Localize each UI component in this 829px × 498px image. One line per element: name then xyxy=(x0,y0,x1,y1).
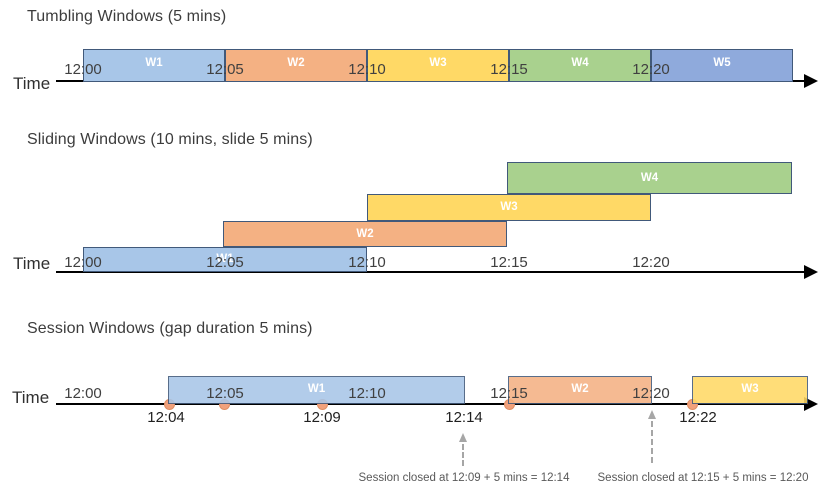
tick-label: 12:15 xyxy=(490,254,528,271)
tick-label: 12:10 xyxy=(348,254,386,271)
window-label: W2 xyxy=(287,57,305,69)
sliding-window-w3: W3 xyxy=(367,194,651,221)
arrow-head xyxy=(459,433,467,442)
session-section-title: Session Windows (gap duration 5 mins) xyxy=(27,320,313,337)
tick-label: 12:05 xyxy=(206,61,244,78)
sliding-window-w2: W2 xyxy=(223,221,507,247)
tick-label: 12:15 xyxy=(490,61,528,78)
event-time-label: 12:09 xyxy=(303,409,341,426)
tick-label: 12:00 xyxy=(64,254,102,271)
tumbling-section-title: Tumbling Windows (5 mins) xyxy=(27,8,227,25)
session-close-arrow-icon xyxy=(647,410,657,463)
sliding-axis-line xyxy=(56,271,810,273)
close-time-label: 12:14 xyxy=(445,409,483,426)
tick-label: 12:10 xyxy=(348,61,386,78)
window-label: W4 xyxy=(571,57,589,69)
tick-label: 12:15 xyxy=(490,385,528,402)
sliding-axis-arrowhead-icon xyxy=(804,265,818,279)
tick-label: 12:20 xyxy=(632,385,670,402)
sliding-time-axis-label: Time xyxy=(13,254,51,273)
tick-label: 12:10 xyxy=(348,385,386,402)
session-close-note: Session closed at 12:09 + 5 mins = 12:14 xyxy=(358,472,570,484)
arrow-head xyxy=(648,410,656,419)
session-window-w2: W2 xyxy=(508,376,652,404)
window-label: W1 xyxy=(307,383,326,395)
window-label: W5 xyxy=(713,57,731,69)
tick-label: 12:00 xyxy=(64,61,102,78)
session-close-note: Session closed at 12:15 + 5 mins = 12:20 xyxy=(597,472,809,484)
sliding-section-title: Sliding Windows (10 mins, slide 5 mins) xyxy=(27,131,313,148)
window-label: W3 xyxy=(741,383,759,395)
tumbling-window-w2: W2 xyxy=(225,49,367,82)
tick-label: 12:05 xyxy=(206,385,244,402)
event-time-label: 12:22 xyxy=(679,409,717,426)
tick-label: 12:05 xyxy=(206,254,244,271)
window-label: W3 xyxy=(500,201,518,213)
session-window-w1: W1 xyxy=(168,376,465,404)
window-label: W2 xyxy=(356,228,374,240)
sliding-window-w4: W4 xyxy=(507,162,792,194)
tumbling-time-axis-label: Time xyxy=(13,74,51,93)
tumbling-axis-arrowhead-icon xyxy=(804,74,818,88)
tumbling-window-w3: W3 xyxy=(367,49,509,82)
window-label: W1 xyxy=(145,57,163,69)
session-close-arrow-icon xyxy=(458,433,468,466)
tumbling-window-w4: W4 xyxy=(509,49,651,82)
window-label: W2 xyxy=(571,383,589,395)
tick-label: 12:20 xyxy=(632,61,670,78)
window-label: W4 xyxy=(640,172,659,184)
session-axis-line xyxy=(56,403,810,405)
window-label: W3 xyxy=(429,57,447,69)
tick-label: 12:00 xyxy=(64,385,102,402)
window-label: W1 xyxy=(216,253,234,265)
sliding-window-w1: W1 xyxy=(83,247,367,272)
arrow-shaft xyxy=(462,444,464,466)
event-time-label: 12:04 xyxy=(147,409,185,426)
tick-label: 12:20 xyxy=(632,254,670,271)
session-window-w3: W3 xyxy=(692,376,808,404)
tumbling-window-w1: W1 xyxy=(83,49,225,82)
tumbling-window-w5: W5 xyxy=(651,49,793,82)
session-time-axis-label: Time xyxy=(12,388,50,407)
arrow-shaft xyxy=(651,421,653,463)
